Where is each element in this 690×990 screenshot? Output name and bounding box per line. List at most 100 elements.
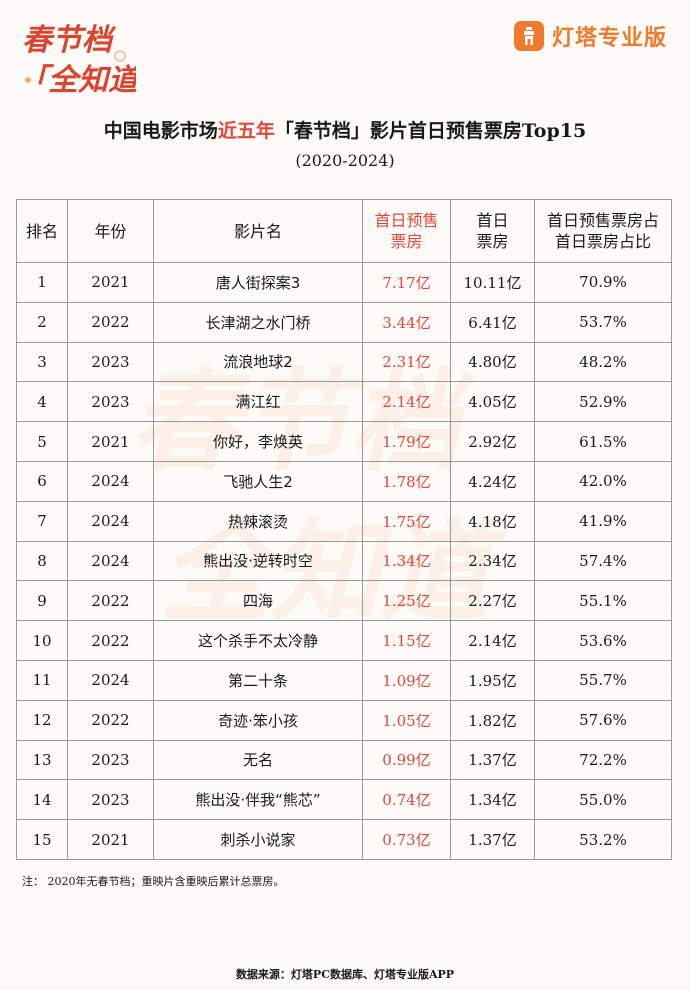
cell-year: 2021 — [67, 262, 154, 303]
table-row: 9 2022 四海 1.25亿 2.27亿 55.1% — [16, 580, 672, 622]
cell-year: 2022 — [67, 620, 154, 661]
cell-rank: 3 — [16, 341, 68, 383]
table-row: 5 2021 你好，李焕英 1.79亿 2.92亿 61.5% — [16, 421, 672, 462]
cell-presale: 0.99亿 — [362, 739, 451, 781]
cell-presale: 1.15亿 — [362, 620, 451, 661]
cell-first-day: 1.34亿 — [450, 779, 535, 821]
cell-ratio: 55.7% — [534, 659, 672, 701]
cell-year: 2022 — [67, 580, 154, 622]
cell-rank: 15 — [16, 819, 68, 860]
cell-film: 无名 — [153, 739, 363, 781]
cell-first-day: 6.41亿 — [450, 301, 535, 343]
cell-first-day: 4.18亿 — [450, 500, 535, 542]
table-row: 10 2022 这个杀手不太冷静 1.15亿 2.14亿 53.6% — [16, 620, 672, 661]
table-header-row: 排名 年份 影片名 首日预售票房 首日票房 首日预售票房占首日票房占比 — [16, 199, 672, 263]
page-title: 中国电影市场近五年「春节档」影片首日预售票房Top15 — [0, 116, 690, 143]
cell-rank: 6 — [16, 460, 68, 502]
cell-ratio: 55.1% — [534, 580, 672, 622]
cell-presale: 2.14亿 — [362, 381, 451, 423]
cell-ratio: 53.6% — [534, 620, 672, 661]
col-film: 影片名 — [153, 199, 363, 263]
title-post: 「春节档」影片首日预售票房Top15 — [274, 120, 587, 142]
cell-rank: 7 — [16, 500, 68, 542]
cell-film: 第二十条 — [153, 659, 363, 701]
cell-presale: 1.25亿 — [362, 580, 451, 622]
cell-film: 流浪地球2 — [153, 341, 363, 383]
cell-ratio: 48.2% — [534, 341, 672, 383]
cell-ratio: 53.2% — [534, 819, 672, 860]
table-row: 15 2021 刺杀小说家 0.73亿 1.37亿 53.2% — [16, 819, 672, 860]
cell-presale: 3.44亿 — [362, 301, 451, 343]
ranking-table: 排名 年份 影片名 首日预售票房 首日票房 首日预售票房占首日票房占比 1 202… — [16, 199, 672, 860]
page-subtitle: (2020-2024) — [295, 151, 395, 170]
cell-year: 2023 — [67, 779, 154, 821]
table-row: 7 2024 热辣滚烫 1.75亿 4.18亿 41.9% — [16, 500, 672, 542]
cell-film: 长津湖之水门桥 — [153, 301, 363, 343]
cell-year: 2024 — [67, 500, 154, 542]
table-row: 13 2023 无名 0.99亿 1.37亿 72.2% — [16, 739, 672, 781]
cell-presale: 1.75亿 — [362, 500, 451, 542]
cell-first-day: 2.27亿 — [450, 580, 535, 622]
cell-presale: 1.78亿 — [362, 460, 451, 502]
footnote: 注： 2020年无春节档；重映片含重映后累计总票房。 — [22, 875, 285, 888]
cell-rank: 10 — [16, 620, 68, 661]
cell-rank: 9 — [16, 580, 68, 622]
cell-first-day: 1.95亿 — [450, 659, 535, 701]
cell-presale: 1.09亿 — [362, 659, 451, 701]
cell-presale: 7.17亿 — [362, 262, 451, 303]
cell-ratio: 53.7% — [534, 301, 672, 343]
cell-ratio: 55.0% — [534, 779, 672, 821]
cell-film: 热辣滚烫 — [153, 500, 363, 542]
cell-first-day: 1.37亿 — [450, 739, 535, 781]
svg-text:「全知道」: 「全知道」 — [18, 63, 136, 98]
cell-rank: 11 — [16, 659, 68, 701]
cell-film: 熊出没·伴我“熊芯” — [153, 779, 363, 821]
cell-first-day: 1.37亿 — [450, 819, 535, 860]
cell-film: 熊出没·逆转时空 — [153, 540, 363, 582]
col-first-day: 首日票房 — [450, 199, 535, 263]
cell-presale: 1.34亿 — [362, 540, 451, 582]
cell-film: 飞驰人生2 — [153, 460, 363, 502]
col-year: 年份 — [67, 199, 154, 263]
col-rank: 排名 — [16, 199, 68, 263]
cell-ratio: 42.0% — [534, 460, 672, 502]
dengta-logo: 灯塔专业版 — [514, 20, 667, 52]
cell-year: 2023 — [67, 739, 154, 781]
cell-ratio: 72.2% — [534, 739, 672, 781]
cell-first-day: 4.80亿 — [450, 341, 535, 383]
cell-film: 唐人街探案3 — [153, 262, 363, 303]
table-row: 8 2024 熊出没·逆转时空 1.34亿 2.34亿 57.4% — [16, 540, 672, 582]
cell-film: 奇迹·笨小孩 — [153, 699, 363, 741]
table-row: 1 2021 唐人街探案3 7.17亿 10.11亿 70.9% — [16, 262, 672, 303]
cell-year: 2023 — [67, 341, 154, 383]
cell-rank: 8 — [16, 540, 68, 582]
cell-ratio: 57.6% — [534, 699, 672, 741]
cell-rank: 2 — [16, 301, 68, 343]
svg-text:春节档: 春节档 — [22, 23, 117, 58]
cell-presale: 1.05亿 — [362, 699, 451, 741]
cell-year: 2024 — [67, 460, 154, 502]
cell-ratio: 57.4% — [534, 540, 672, 582]
title-pre: 中国电影市场 — [103, 120, 218, 142]
cell-first-day: 1.82亿 — [450, 699, 535, 741]
cell-rank: 14 — [16, 779, 68, 821]
cell-presale: 0.73亿 — [362, 819, 451, 860]
cell-ratio: 41.9% — [534, 500, 672, 542]
cell-rank: 13 — [16, 739, 68, 781]
spring-festival-logo: 春节档 「全知道」 — [18, 23, 136, 98]
table-row: 14 2023 熊出没·伴我“熊芯” 0.74亿 1.34亿 55.0% — [16, 779, 672, 821]
col-presale: 首日预售票房 — [362, 199, 451, 263]
tower-icon — [514, 21, 544, 51]
cell-film: 四海 — [153, 580, 363, 622]
cell-year: 2024 — [67, 659, 154, 701]
data-source: 数据来源：灯塔PC数据库、灯塔专业版APP — [235, 968, 455, 981]
table-row: 12 2022 奇迹·笨小孩 1.05亿 1.82亿 57.6% — [16, 699, 672, 741]
cell-ratio: 70.9% — [534, 262, 672, 303]
cell-first-day: 2.34亿 — [450, 540, 535, 582]
table-row: 2 2022 长津湖之水门桥 3.44亿 6.41亿 53.7% — [16, 301, 672, 343]
cell-rank: 1 — [16, 262, 68, 303]
cell-first-day: 2.14亿 — [450, 620, 535, 661]
cell-rank: 5 — [16, 421, 68, 462]
cell-film: 这个杀手不太冷静 — [153, 620, 363, 661]
table-row: 6 2024 飞驰人生2 1.78亿 4.24亿 42.0% — [16, 460, 672, 502]
